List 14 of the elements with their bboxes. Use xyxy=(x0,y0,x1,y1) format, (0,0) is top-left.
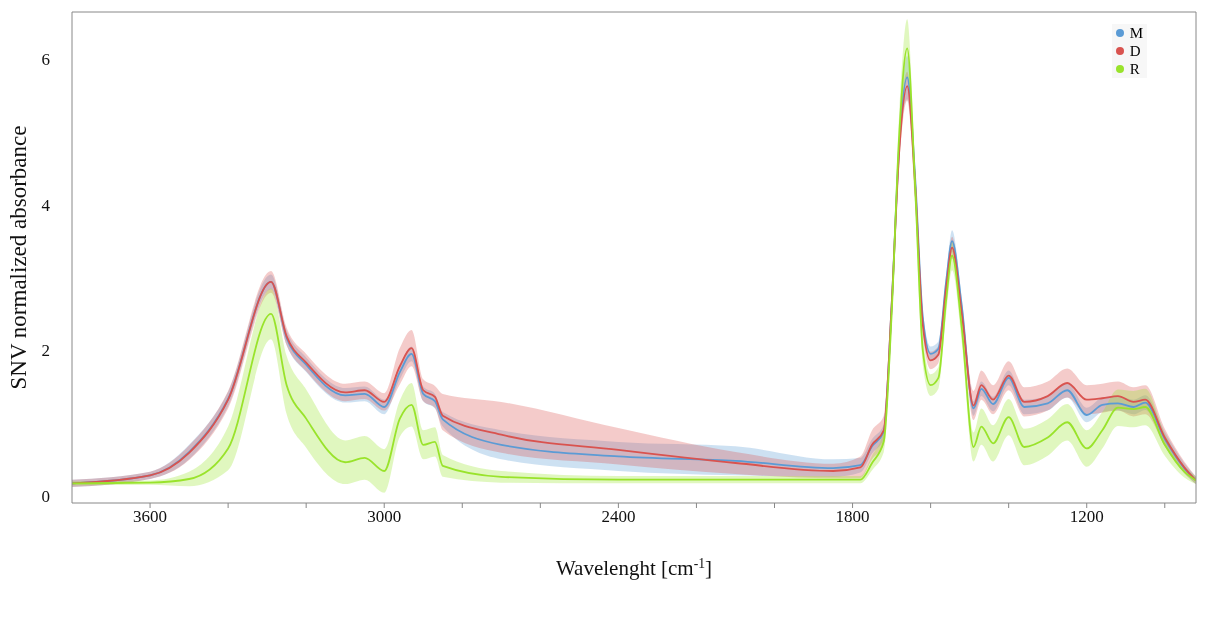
x-tick-label: 2400 xyxy=(601,507,636,527)
x-tick-label: 1200 xyxy=(1069,507,1104,527)
y-axis-title: SNV normalized absorbance xyxy=(6,125,31,390)
x-tick-label: 3000 xyxy=(367,507,402,527)
y-tick-label: 4 xyxy=(41,195,51,215)
legend-label: R xyxy=(1129,60,1140,78)
x-tick-label: 3600 xyxy=(133,507,168,527)
y-tick-label: 6 xyxy=(41,50,50,70)
y-tick-label: 2 xyxy=(41,341,50,361)
x-tick-label: 1800 xyxy=(835,507,870,527)
legend-label: M xyxy=(1129,24,1143,42)
y-tick-label: 0 xyxy=(41,486,50,506)
legend-label: D xyxy=(1129,42,1141,60)
x-axis-title: Wavelenght [cm$^{-1}$] xyxy=(555,555,713,580)
